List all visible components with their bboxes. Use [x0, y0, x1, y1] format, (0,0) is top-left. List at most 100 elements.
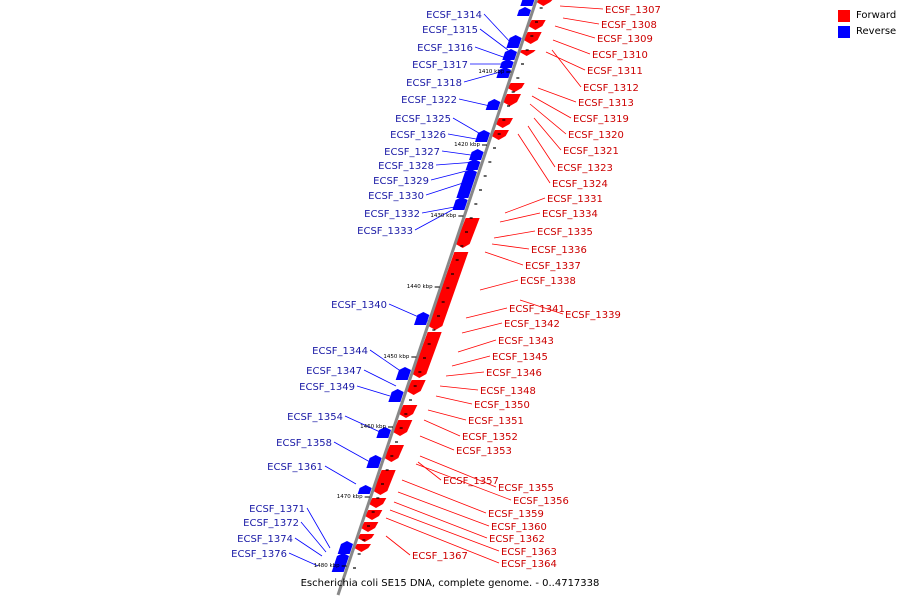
reverse-gene-label[interactable]: ECSF_1318	[406, 78, 462, 89]
forward-leader-line	[504, 197, 546, 214]
forward-leader-line	[417, 461, 442, 481]
reverse-gene-label[interactable]: ECSF_1358	[276, 438, 332, 449]
forward-gene-label[interactable]: ECSF_1346	[486, 368, 542, 379]
reverse-gene-label[interactable]: ECSF_1361	[267, 462, 323, 473]
reverse-gene-block	[506, 35, 522, 48]
forward-leader-line	[545, 51, 586, 71]
reverse-gene-block	[452, 197, 468, 210]
reverse-leader-line	[421, 205, 461, 214]
reverse-gene-label[interactable]: ECSF_1347	[306, 366, 362, 377]
forward-gene-label[interactable]: ECSF_1345	[492, 352, 548, 363]
scale-tick-label: 1470 kbp	[337, 494, 363, 500]
reverse-gene-block	[337, 541, 353, 554]
forward-gene-label[interactable]: ECSF_1342	[504, 319, 560, 330]
scale-tick-label: 1480 kbp	[314, 563, 340, 569]
forward-gene-label[interactable]: ECSF_1307	[605, 5, 661, 16]
reverse-gene-block	[388, 389, 404, 402]
reverse-leader-line	[333, 441, 371, 463]
reverse-gene-label[interactable]: ECSF_1371	[249, 504, 305, 515]
forward-gene-label[interactable]: ECSF_1367	[412, 551, 468, 562]
forward-gene-label[interactable]: ECSF_1337	[525, 261, 581, 272]
reverse-gene-label[interactable]: ECSF_1329	[373, 176, 429, 187]
forward-gene-label[interactable]: ECSF_1311	[587, 66, 643, 77]
forward-gene-label[interactable]: ECSF_1357	[443, 476, 499, 487]
reverse-leader-line	[306, 507, 331, 549]
forward-gene-label[interactable]: ECSF_1331	[547, 194, 603, 205]
reverse-gene-label[interactable]: ECSF_1332	[364, 209, 420, 220]
forward-gene-label[interactable]: ECSF_1323	[557, 163, 613, 174]
reverse-gene-label[interactable]: ECSF_1322	[401, 95, 457, 106]
forward-gene-label[interactable]: ECSF_1321	[563, 146, 619, 157]
forward-gene-label[interactable]: ECSF_1356	[513, 496, 569, 507]
forward-gene-label[interactable]: ECSF_1309	[597, 34, 653, 45]
legend-label: Reverse	[856, 26, 897, 37]
scale-tick-label: 1420 kbp	[454, 142, 480, 148]
reverse-gene-label[interactable]: ECSF_1326	[390, 130, 446, 141]
forward-leader-line	[457, 339, 497, 353]
forward-gene-label[interactable]: ECSF_1364	[501, 559, 557, 570]
forward-gene-label[interactable]: ECSF_1343	[498, 336, 554, 347]
forward-leader-line	[517, 133, 551, 184]
forward-gene-label[interactable]: ECSF_1350	[474, 400, 530, 411]
forward-leader-line	[554, 25, 596, 39]
forward-gene-label[interactable]: ECSF_1312	[583, 83, 639, 94]
reverse-gene-block	[517, 7, 531, 16]
reverse-gene-label[interactable]: ECSF_1340	[331, 300, 387, 311]
reverse-gene-label[interactable]: ECSF_1372	[243, 518, 299, 529]
forward-gene-label[interactable]: ECSF_1336	[531, 245, 587, 256]
forward-gene-label[interactable]: ECSF_1360	[491, 522, 547, 533]
reverse-gene-label[interactable]: ECSF_1327	[384, 147, 440, 158]
reverse-leader-line	[452, 117, 485, 137]
forward-gene-label[interactable]: ECSF_1308	[601, 20, 657, 31]
forward-leader-line	[552, 39, 591, 55]
reverse-gene-label[interactable]: ECSF_1374	[237, 534, 293, 545]
reverse-gene-label[interactable]: ECSF_1316	[417, 43, 473, 54]
reverse-gene-label[interactable]: ECSF_1376	[231, 549, 287, 560]
reverse-gene-label[interactable]: ECSF_1344	[312, 346, 368, 357]
forward-gene-label[interactable]: ECSF_1313	[578, 98, 634, 109]
forward-leader-line	[435, 395, 473, 405]
forward-gene-label[interactable]: ECSF_1353	[456, 446, 512, 457]
reverse-gene-label[interactable]: ECSF_1317	[412, 60, 468, 71]
forward-gene-label[interactable]: ECSF_1334	[542, 209, 598, 220]
forward-gene-label[interactable]: ECSF_1362	[489, 534, 545, 545]
reverse-gene-label[interactable]: ECSF_1325	[395, 114, 451, 125]
forward-gene-block	[361, 522, 379, 532]
reverse-gene-label[interactable]: ECSF_1314	[426, 10, 482, 21]
reverse-gene-label[interactable]: ECSF_1354	[287, 412, 343, 423]
forward-gene-label[interactable]: ECSF_1348	[480, 386, 536, 397]
forward-leader-line	[465, 307, 508, 319]
reverse-leader-line	[447, 133, 483, 141]
forward-gene-label[interactable]: ECSF_1363	[501, 547, 557, 558]
forward-gene-block	[369, 498, 387, 508]
reverse-gene-label[interactable]: ECSF_1315	[422, 25, 478, 36]
forward-gene-block	[373, 470, 396, 495]
reverse-leader-line	[369, 349, 403, 373]
reverse-gene-label[interactable]: ECSF_1328	[378, 161, 434, 172]
forward-gene-label[interactable]: ECSF_1338	[520, 276, 576, 287]
forward-gene-label[interactable]: ECSF_1355	[498, 483, 554, 494]
forward-gene-label[interactable]: ECSF_1352	[462, 432, 518, 443]
forward-leader-line	[461, 322, 503, 334]
reverse-leader-line	[324, 465, 357, 485]
reverse-leader-line	[430, 169, 471, 181]
forward-gene-label[interactable]: ECSF_1319	[573, 114, 629, 125]
forward-gene-label[interactable]: ECSF_1310	[592, 50, 648, 61]
forward-gene-label[interactable]: ECSF_1320	[568, 130, 624, 141]
forward-leader-line	[393, 501, 488, 539]
forward-gene-label[interactable]: ECSF_1335	[537, 227, 593, 238]
forward-gene-label[interactable]: ECSF_1359	[488, 509, 544, 520]
forward-gene-label[interactable]: ECSF_1339	[565, 310, 621, 321]
forward-gene-label[interactable]: ECSF_1324	[552, 179, 608, 190]
reverse-gene-label[interactable]: ECSF_1333	[357, 226, 413, 237]
forward-leader-line	[531, 95, 572, 119]
reverse-gene-block	[357, 485, 372, 494]
forward-leader-line	[537, 87, 577, 103]
forward-gene-label[interactable]: ECSF_1351	[468, 416, 524, 427]
forward-gene-label[interactable]: ECSF_1341	[509, 304, 565, 315]
reverse-gene-label[interactable]: ECSF_1349	[299, 382, 355, 393]
forward-leader-line	[493, 230, 536, 239]
reverse-gene-block	[502, 49, 517, 60]
reverse-gene-label[interactable]: ECSF_1330	[368, 191, 424, 202]
